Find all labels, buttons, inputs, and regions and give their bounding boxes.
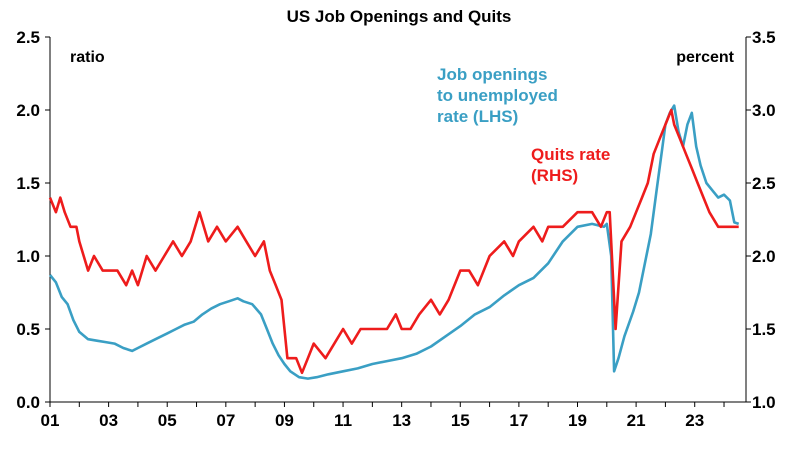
job-openings-annotation-line: Job openings <box>437 65 548 84</box>
left-axis-tick-label: 2.5 <box>16 28 40 47</box>
left-axis-tick-label: 0.0 <box>16 393 40 412</box>
x-axis-tick-label: 15 <box>451 411 470 430</box>
x-axis-tick-label: 17 <box>509 411 528 430</box>
x-axis-tick-label: 23 <box>685 411 704 430</box>
quits-rate-annotation-line: (RHS) <box>531 166 578 185</box>
left-axis-tick-label: 1.0 <box>16 247 40 266</box>
right-axis-tick-label: 3.5 <box>752 28 776 47</box>
right-axis-tick-label: 3.0 <box>752 101 776 120</box>
left-axis-tick-label: 1.5 <box>16 174 40 193</box>
series-line-quits-rate <box>48 108 739 375</box>
x-axis-tick-label: 11 <box>334 411 352 430</box>
right-axis-tick-label: 2.5 <box>752 174 776 193</box>
right-axis-tick-label: 1.5 <box>752 320 776 339</box>
plot-area: 0.0 0.5 1.0 1.5 2.0 2.5 1.0 1.5 2.0 2.5 3.0 3.5 01 03… <box>16 28 775 430</box>
chart-title: US Job Openings and Quits <box>287 7 512 26</box>
right-axis-unit-label: percent <box>676 49 734 66</box>
x-axis-tick-label: 21 <box>627 411 646 430</box>
job-openings-annotation-line: rate (LHS) <box>437 107 518 126</box>
x-axis-tick-label: 05 <box>158 411 177 430</box>
x-axis-tick-label: 01 <box>41 411 60 430</box>
left-axis-tick-label: 2.0 <box>16 101 40 120</box>
left-axis-tick-label: 0.5 <box>16 320 40 339</box>
quits-rate-annotation-line: Quits rate <box>531 145 610 164</box>
x-axis-tick-label: 03 <box>99 411 118 430</box>
x-axis-tick-label: 09 <box>275 411 294 430</box>
job-openings-annotation-line: to unemployed <box>437 86 558 105</box>
x-axis-tick-label: 13 <box>392 411 411 430</box>
right-axis-tick-label: 1.0 <box>752 393 776 412</box>
x-axis-tick-label: 07 <box>216 411 235 430</box>
x-axis-tick-label: 19 <box>568 411 587 430</box>
series-line-job-openings <box>48 104 740 380</box>
left-axis-unit-label: ratio <box>70 49 105 66</box>
right-axis-tick-label: 2.0 <box>752 247 776 266</box>
